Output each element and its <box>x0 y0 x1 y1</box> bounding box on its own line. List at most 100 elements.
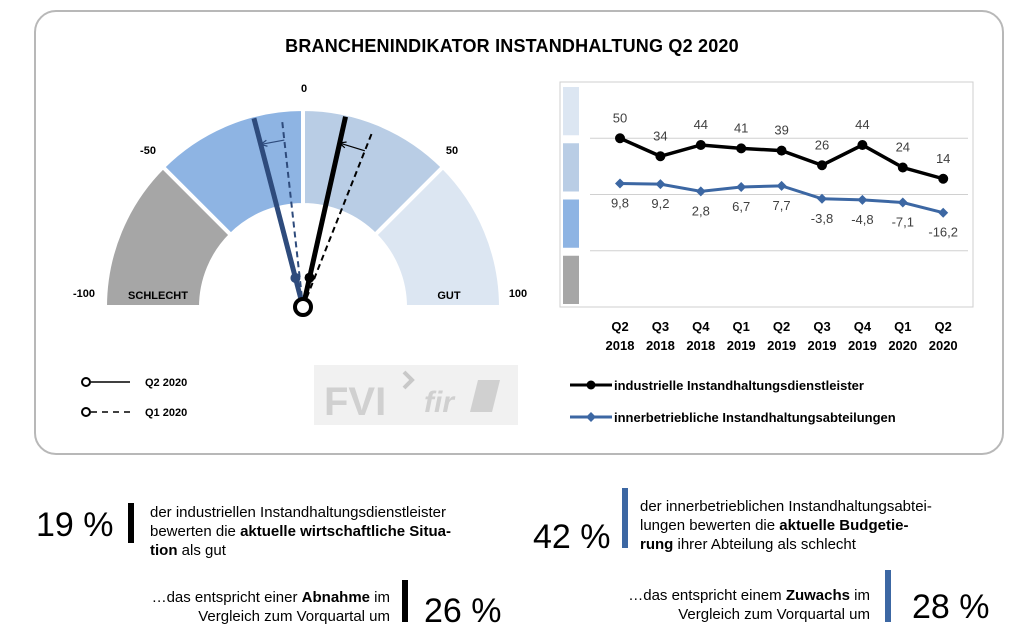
stat-19-text: der industriellen Instandhaltungsdienstl… <box>150 503 530 560</box>
stat-42-bar <box>622 488 628 548</box>
series-2-point <box>817 193 827 204</box>
stat-19-bar <box>128 503 134 543</box>
stat-26-pre: …das entspricht einer <box>151 589 302 606</box>
series-2-point <box>857 194 868 205</box>
series-2-data-label: -16,2 <box>928 225 958 240</box>
stat-42-text: der innerbetrieblichen Instandhaltungsab… <box>640 497 1010 554</box>
gauge-change-arrow-2 <box>260 139 285 146</box>
series-2-data-label: 9,8 <box>611 195 629 210</box>
stat-42-line3-bold: rung <box>640 536 674 553</box>
gauge-needle-q1-1 <box>302 129 374 308</box>
stat-28-pre: …das entspricht einem <box>628 587 786 604</box>
series-1-data-label: 41 <box>734 120 748 135</box>
series-2-data-label: -7,1 <box>892 214 914 229</box>
stat-19-line2-pre: bewerten die <box>150 523 241 540</box>
series-2-data-label: -4,8 <box>851 212 873 227</box>
x-tick-label-year: 2018 <box>606 338 635 353</box>
stat-42-line2-bold: aktuelle Budgetie- <box>779 517 909 534</box>
series-1-point <box>695 140 706 150</box>
gauge-scale-label: -50 <box>140 145 156 157</box>
gauge-scale-label: -100 <box>73 288 95 300</box>
stat-19-line3-bold: tion <box>150 542 178 559</box>
x-tick-label-quarter: Q2 <box>773 319 790 334</box>
gauge-scale-label: 0 <box>301 83 307 95</box>
gauge-change-arrow-1 <box>339 142 366 152</box>
series-2-point <box>655 179 666 190</box>
stat-19-percent: 19 % <box>36 506 114 544</box>
stat-42-line3-post: ihrer Abteilung als schlecht <box>673 536 856 553</box>
series-2-point <box>897 197 908 208</box>
gauge-zone-label-bad: SCHLECHT <box>128 290 188 302</box>
x-tick-label-year: 2020 <box>888 338 917 353</box>
stat-42-line2-pre: lungen bewerten die <box>640 517 780 534</box>
stat-26-bar <box>402 580 408 622</box>
x-tick-label-year: 2019 <box>727 338 756 353</box>
chart-legend-label-1: industrielle Instandhaltungsdienstleiste… <box>614 378 864 393</box>
stat-26-line2: Vergleich zum Vorquartal um <box>198 608 390 625</box>
stat-26-text: …das entspricht einer Abnahme im Verglei… <box>90 588 390 626</box>
series-2-data-label: 9,2 <box>651 196 669 211</box>
line-chart-band-2 <box>563 143 579 192</box>
series-2-point <box>736 181 747 192</box>
stat-28-post: im <box>850 587 870 604</box>
line-chart-band-3 <box>563 199 579 248</box>
series-1-point <box>857 140 868 150</box>
chart-legend-marker-2 <box>586 412 596 422</box>
series-2-point <box>938 207 949 218</box>
chart-title: BRANCHENINDIKATOR INSTANDHALTUNG Q2 2020 <box>285 36 739 56</box>
x-tick-label-quarter: Q2 <box>935 319 952 334</box>
series-1-data-label: 44 <box>694 117 708 132</box>
line-chart-band-4 <box>563 255 579 304</box>
series-1-data-label: 24 <box>896 140 910 155</box>
gauge-needle-marker-2 <box>290 272 301 283</box>
series-2-point <box>776 180 787 191</box>
series-1-data-label: 39 <box>774 123 788 138</box>
series-1-point <box>655 151 666 162</box>
gauge-needle-marker-1 <box>304 272 315 283</box>
gauge-scale-label: 100 <box>509 288 527 300</box>
stat-42-percent: 42 % <box>533 518 611 556</box>
stat-28-bold: Zuwachs <box>785 587 850 604</box>
x-tick-label-year: 2018 <box>686 338 715 353</box>
series-2-data-label: 2,8 <box>692 203 710 218</box>
logo-fir-text: fir <box>424 386 456 419</box>
series-1-data-label: 14 <box>936 151 950 166</box>
x-tick-label-quarter: Q2 <box>611 319 628 334</box>
stat-19-line3-post: als gut <box>177 542 226 559</box>
gauge-zone-label-good: GUT <box>437 290 461 302</box>
series-1-point <box>817 160 827 171</box>
legend-marker-solid <box>81 377 91 387</box>
x-tick-label-year: 2018 <box>646 338 675 353</box>
indicator-panel <box>34 10 1004 455</box>
stat-28-line2: Vergleich zum Vorquartal um <box>678 606 870 623</box>
x-tick-label-quarter: Q1 <box>733 319 750 334</box>
line-chart-band-1 <box>563 87 579 136</box>
stat-19-line2-bold: aktuelle wirtschaftliche Situa- <box>240 523 451 540</box>
gauge-change-arrowhead-1 <box>338 141 347 149</box>
series-2-point <box>615 178 625 189</box>
x-tick-label-quarter: Q1 <box>894 319 911 334</box>
series-1-data-label: 34 <box>653 128 667 143</box>
legend-label-dashed: Q1 2020 <box>145 407 187 419</box>
series-1-data-label: 50 <box>613 110 627 125</box>
series-2-point <box>695 186 706 197</box>
legend-label-solid: Q2 2020 <box>145 377 187 389</box>
stat-26-post: im <box>370 589 390 606</box>
series-1-point <box>615 133 625 144</box>
series-2-data-label: -3,8 <box>811 211 833 226</box>
series-2-data-label: 7,7 <box>773 198 791 213</box>
stat-28-bar <box>885 570 891 622</box>
x-tick-label-quarter: Q4 <box>692 319 710 334</box>
logo-fvi-text: FVI <box>324 380 386 424</box>
series-1-point <box>776 145 787 156</box>
series-1-data-label: 44 <box>855 117 869 132</box>
stat-19-line1: der industriellen Instandhaltungsdienstl… <box>150 504 447 521</box>
logo-bar-icon <box>470 380 500 412</box>
logo-chevron-icon <box>402 370 415 390</box>
series-1-point <box>736 143 747 154</box>
stat-42-line1: der innerbetrieblichen Instandhaltungsab… <box>640 498 932 515</box>
x-tick-label-year: 2019 <box>848 338 877 353</box>
chart-legend-label-2: innerbetriebliche Instandhaltungsabteilu… <box>614 410 896 425</box>
gauge-hub <box>293 297 313 317</box>
